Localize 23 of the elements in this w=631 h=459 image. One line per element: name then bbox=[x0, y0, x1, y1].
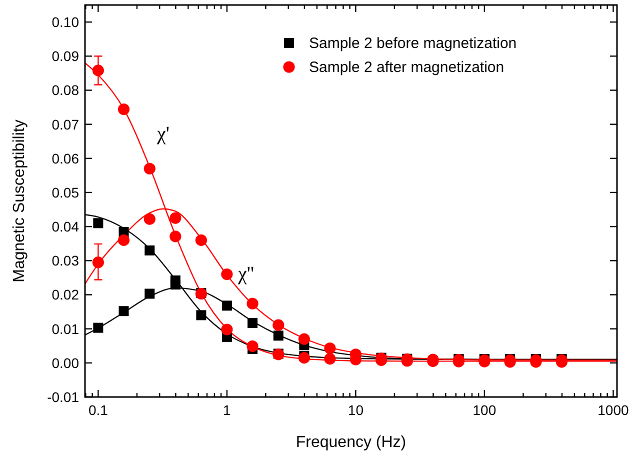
y-tick-label: 0.07 bbox=[52, 116, 80, 132]
annotation: χ'' bbox=[237, 263, 254, 285]
y-tick-label: 0.06 bbox=[52, 150, 80, 166]
annotation: χ' bbox=[156, 123, 170, 145]
x-tick-label: 0.1 bbox=[88, 402, 108, 418]
y-tick-label: 0.08 bbox=[52, 82, 80, 98]
y-tick-label: 0.10 bbox=[52, 14, 80, 30]
legend-label: Sample 2 after magnetization bbox=[309, 59, 504, 76]
x-axis-title: Frequency (Hz) bbox=[296, 434, 406, 451]
y-tick-label: -0.01 bbox=[47, 389, 80, 405]
y-tick-label: 0.02 bbox=[52, 286, 80, 303]
y-tick-label: 0.01 bbox=[52, 320, 80, 337]
x-tick-label: 1000 bbox=[598, 402, 629, 418]
legend-label: Sample 2 before magnetization bbox=[309, 35, 517, 52]
x-tick-label: 10 bbox=[348, 402, 364, 418]
y-tick-label: 0.03 bbox=[52, 252, 80, 269]
y-axis-title: Magnetic Susceptibility bbox=[11, 120, 28, 282]
x-tick-label: 1 bbox=[223, 402, 232, 418]
y-tick-label: 0.04 bbox=[52, 218, 80, 235]
y-tick-label: 0.05 bbox=[52, 184, 80, 200]
x-tick-label: 100 bbox=[472, 402, 496, 418]
y-tick-label: 0.00 bbox=[52, 354, 80, 371]
y-tick-label: 0.09 bbox=[52, 48, 80, 64]
